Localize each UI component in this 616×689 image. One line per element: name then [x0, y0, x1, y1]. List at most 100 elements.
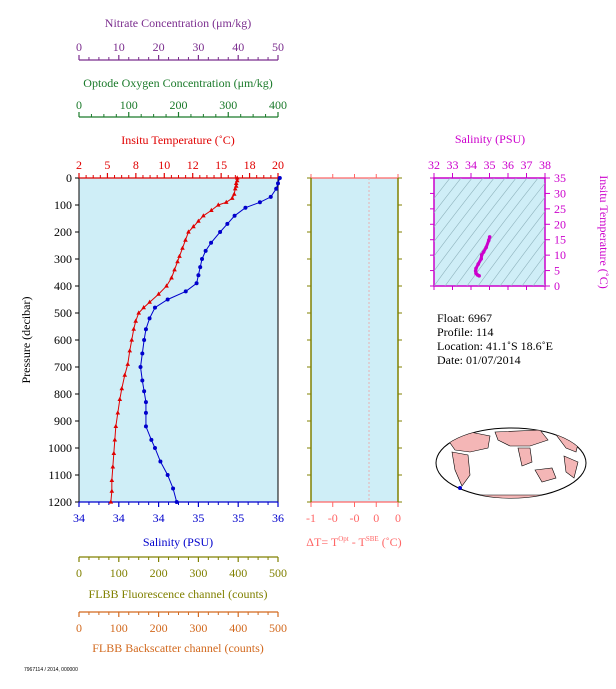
ts-point [486, 238, 491, 243]
pressure-tick-label: 700 [54, 360, 72, 374]
delta-t-tick-label: -0 [328, 511, 338, 525]
ts-point [474, 266, 478, 271]
temperature-point [196, 218, 201, 223]
nitrate-tick-label: 30 [192, 40, 204, 54]
temperature-point [109, 477, 115, 482]
temperature-point [209, 207, 214, 212]
temperature-point [234, 175, 240, 180]
ts-density-contour [532, 269, 545, 286]
ts-point [479, 253, 484, 257]
temperature-point [119, 386, 125, 391]
fluorescence-tick-label: 200 [150, 566, 168, 580]
temperature-point [122, 372, 128, 377]
ts-density-contour [434, 178, 495, 257]
oxygen-tick-label: 0 [76, 98, 82, 112]
delta-t-plot-background [310, 177, 399, 503]
salinity-point [198, 265, 203, 270]
pressure-tick-label: 900 [54, 414, 72, 428]
temperature-point [108, 499, 114, 504]
salinity-tick-label: 34 [153, 511, 165, 525]
temperature-point [136, 310, 141, 315]
ts-point [476, 262, 481, 266]
temperature-point [186, 229, 191, 234]
oxygen-tick-label: 200 [170, 98, 188, 112]
salinity-point [277, 176, 282, 180]
salinity-tick-label: 36 [272, 511, 284, 525]
float-location-marker [458, 486, 462, 490]
temperature-point [117, 396, 123, 401]
fluorescence-tick-label: 500 [269, 566, 287, 580]
ts-point [479, 257, 483, 261]
backscatter-tick-label: 200 [150, 621, 168, 635]
temperature-point [115, 410, 121, 415]
ts-density-contour [488, 210, 545, 286]
location-info: Location: 41.1˚S 18.6˚E [437, 339, 553, 353]
temperature-point [125, 361, 131, 366]
salinity-tick-label: 34 [113, 511, 125, 525]
ts-x-tick-label: 37 [521, 158, 533, 172]
pressure-tick-label: 300 [54, 252, 72, 266]
salinity-point [142, 389, 147, 394]
salinity-point [196, 273, 201, 278]
ts-point [484, 245, 488, 250]
backscatter-tick-label: 300 [189, 621, 207, 635]
temperature-tick-label: 12 [187, 158, 199, 172]
ts-x-tick-label: 32 [428, 158, 440, 172]
temperature-point [129, 337, 135, 342]
salinity-point [147, 316, 152, 321]
ts-density-contour [434, 178, 506, 272]
salinity-point [149, 437, 154, 442]
temperature-point [111, 450, 117, 455]
salinity-point [165, 473, 170, 477]
temperature-tick-label: 10 [158, 158, 170, 172]
pressure-tick-label: 1000 [48, 441, 72, 455]
ts-point [481, 250, 486, 254]
ts-y-tick-label: 5 [554, 264, 560, 278]
float-info: Float: 6967 [437, 311, 493, 325]
temperature-point [164, 283, 169, 288]
oxygen-axis: Optode Oxygen Concentration (μm/kg) 0 100… [76, 76, 287, 118]
oxygen-tick-label: 400 [269, 98, 287, 112]
salinity-point [143, 410, 148, 415]
oxygen-tick-label: 100 [120, 98, 138, 112]
temperature-tick-label: 5 [104, 158, 110, 172]
temperature-point [201, 213, 206, 218]
ts-y-tick-label: 10 [554, 248, 566, 262]
temperature-point [233, 180, 239, 185]
temperature-tick-label: 8 [133, 158, 139, 172]
temperature-tick-label: 15 [215, 158, 227, 172]
pressure-axis-label: Pressure (decibar) [19, 297, 33, 384]
ts-density-contour [455, 178, 539, 286]
salinity-point [243, 205, 248, 210]
temperature-point [141, 305, 146, 310]
ts-density-contour [434, 178, 473, 228]
salinity-point [143, 424, 148, 429]
salinity-point [143, 400, 148, 405]
profile-panel: 0100200300400500600700800900100011001200… [19, 16, 287, 655]
salinity-point [274, 186, 279, 191]
ts-x-tick-label: 38 [539, 158, 551, 172]
backscatter-tick-label: 500 [269, 621, 287, 635]
ts-density-contour [477, 196, 545, 286]
temperature-point [127, 348, 133, 353]
backscatter-tick-label: 0 [76, 621, 82, 635]
salinity-point [194, 281, 199, 286]
temperature-point [231, 191, 237, 196]
delta-t-tick-label: -1 [306, 511, 316, 525]
pressure-tick-label: 800 [54, 387, 72, 401]
pressure-tick-label: 0 [66, 171, 72, 185]
temperature-point [133, 318, 139, 323]
salinity-point [232, 213, 237, 218]
ts-plot-background [433, 177, 546, 287]
temperature-tick-label: 20 [272, 158, 284, 172]
fluorescence-axis-label: FLBB Fluorescence channel (counts) [89, 587, 268, 601]
pressure-tick-label: 200 [54, 225, 72, 239]
ts-x-tick-label: 33 [447, 158, 459, 172]
profile-plot-background [78, 177, 279, 503]
salinity-tick-label: 35 [232, 511, 244, 525]
temperature-point [147, 299, 152, 304]
oxygen-tick-label: 300 [219, 98, 237, 112]
nitrate-tick-label: 10 [113, 40, 125, 54]
